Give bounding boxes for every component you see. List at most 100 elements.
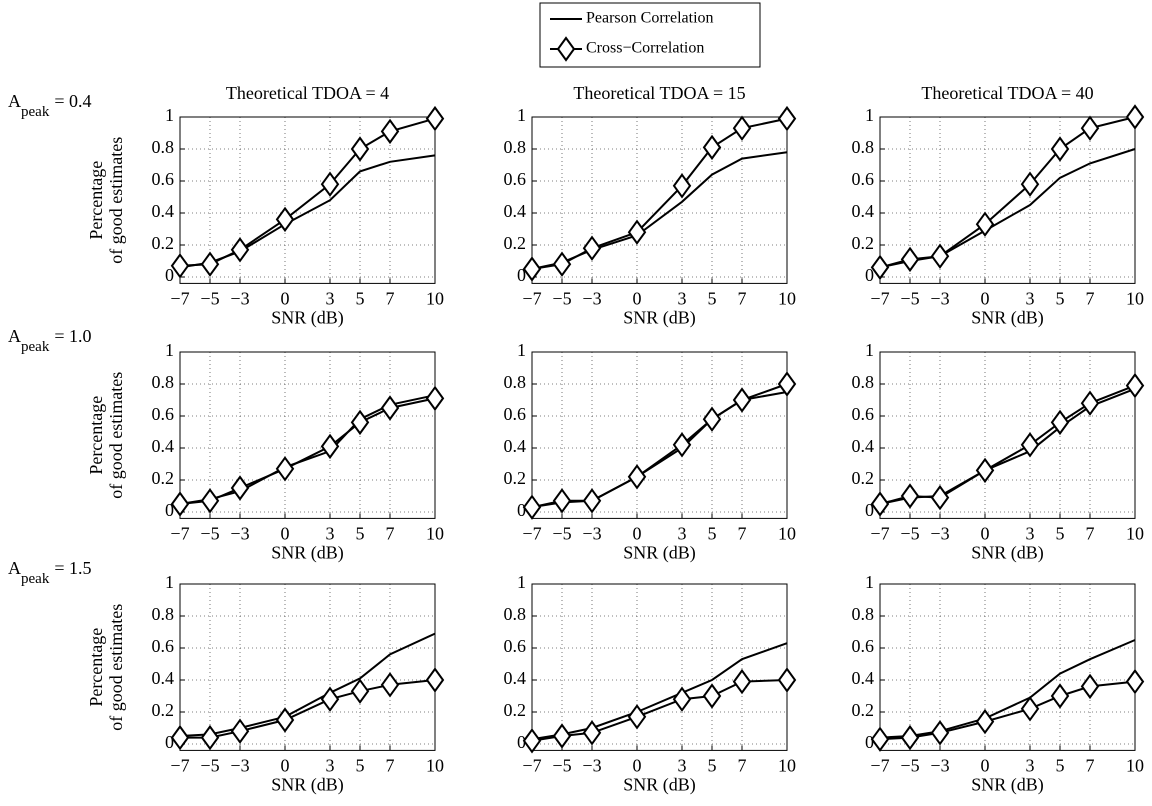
- x-tick-label: −7: [870, 756, 889, 776]
- x-tick-label: 10: [778, 756, 796, 776]
- diamond-marker: [732, 387, 752, 413]
- y-tick-label: 0.8: [504, 604, 527, 624]
- x-tick-label: −3: [230, 289, 249, 309]
- x-tick-label: 5: [708, 756, 717, 776]
- x-tick-label: −5: [552, 756, 571, 776]
- y-tick-label: 0.2: [504, 233, 527, 253]
- diamond-marker: [380, 672, 400, 698]
- y-tick-label: 1: [865, 340, 874, 360]
- diamond-marker: [275, 206, 295, 233]
- legend-marker: [556, 36, 576, 62]
- x-tick-label: 5: [356, 756, 365, 776]
- y-tick-label: 0.8: [152, 372, 175, 392]
- y-tick-label: 0.4: [152, 436, 175, 456]
- x-tick-label: −5: [200, 756, 219, 776]
- y-tick-label: 0.6: [152, 636, 175, 656]
- y-tick-label: 0.6: [852, 169, 875, 189]
- diamond-marker: [425, 667, 445, 693]
- x-tick-label: 0: [633, 289, 642, 309]
- y-tick-label: 0.4: [504, 436, 527, 456]
- diamond-marker: [777, 371, 797, 397]
- x-tick-label: 7: [738, 289, 747, 309]
- diamond-marker: [522, 494, 542, 520]
- diamond-marker: [582, 488, 602, 514]
- plot-frame: [179, 351, 436, 519]
- x-tick-label: 3: [1026, 756, 1035, 776]
- subplot: −7 −5 −3 0 3 5 7 10 0 0.2 0.4 0.6 0.8 1 SNR (dB) Percen…: [8, 326, 445, 564]
- diamond-marker: [1050, 409, 1070, 436]
- diamond-marker: [230, 718, 250, 744]
- legend-label: Cross−Correlation: [586, 40, 704, 57]
- series-line: [179, 397, 436, 505]
- x-tick-label: −7: [522, 756, 541, 776]
- subplot-title: Theoretical TDOA = 40: [921, 83, 1093, 103]
- y-tick-label: 0.4: [504, 201, 527, 221]
- x-tick-label: 7: [1086, 756, 1095, 776]
- plot-frame: [531, 116, 788, 284]
- y-tick-label: 0.4: [852, 436, 875, 456]
- diamond-marker: [1050, 683, 1070, 709]
- x-tick-label: −5: [552, 524, 571, 544]
- legend-label: Pearson Correlation: [586, 10, 714, 27]
- y-tick-label: 0.4: [152, 201, 175, 221]
- y-tick-label: 0: [517, 732, 526, 752]
- diamond-marker: [275, 707, 295, 733]
- x-axis-label: SNR (dB): [623, 308, 696, 329]
- subplot: −7 −5 −3 0 3 5 7 10 0 0.2 0.4 0.6 0.8 1 Theoretical TD…: [8, 83, 445, 329]
- series-line: [879, 680, 1136, 741]
- y-tick-label: 1: [165, 340, 174, 360]
- x-tick-label: 3: [326, 289, 335, 309]
- diamond-marker: [380, 395, 400, 421]
- x-tick-label: 0: [981, 524, 990, 544]
- x-tick-label: −3: [582, 289, 601, 309]
- y-tick-label: 0.8: [852, 137, 875, 157]
- diamond-marker: [170, 253, 190, 279]
- diamond-marker: [900, 724, 920, 751]
- series-line: [531, 117, 788, 270]
- x-axis-label: SNR (dB): [971, 775, 1044, 796]
- y-tick-label: 0: [517, 265, 526, 285]
- y-tick-label: 1: [517, 340, 526, 360]
- x-tick-label: −5: [200, 289, 219, 309]
- diamond-marker: [732, 668, 752, 695]
- x-tick-label: −7: [170, 756, 189, 776]
- diamond-marker: [320, 171, 340, 197]
- diamond-marker: [1125, 104, 1145, 130]
- legend-box: [539, 2, 761, 68]
- diamond-marker: [975, 211, 995, 237]
- diamond-marker: [1020, 171, 1040, 197]
- series-line: [179, 394, 436, 505]
- plot-frame: [531, 351, 788, 519]
- diamond-marker: [200, 251, 220, 277]
- x-tick-label: 7: [738, 524, 747, 544]
- diamond-marker: [350, 136, 370, 162]
- x-axis-label: SNR (dB): [971, 308, 1044, 329]
- x-tick-label: −3: [230, 756, 249, 776]
- diamond-marker: [1080, 673, 1100, 700]
- diamond-marker: [582, 720, 602, 746]
- y-tick-label: 0.8: [504, 137, 527, 157]
- x-axis-label: SNR (dB): [623, 543, 696, 564]
- x-tick-label: 0: [281, 289, 290, 309]
- row-label-sub: peak: [21, 339, 50, 355]
- diamond-marker: [1080, 390, 1100, 416]
- series-line: [179, 117, 436, 267]
- y-tick-label: 0.2: [504, 700, 527, 720]
- x-tick-label: 5: [1056, 289, 1065, 309]
- legend: Pearson Correlation Cross−Correlation: [539, 2, 761, 68]
- x-axis-label: SNR (dB): [623, 775, 696, 796]
- x-tick-label: 7: [386, 524, 395, 544]
- x-tick-label: 0: [981, 756, 990, 776]
- x-axis-label: SNR (dB): [271, 308, 344, 329]
- x-tick-label: 0: [981, 289, 990, 309]
- series-line: [531, 642, 788, 741]
- diamond-marker: [170, 491, 190, 517]
- x-tick-label: 3: [678, 289, 687, 309]
- y-tick-label: 0.4: [152, 668, 175, 688]
- x-tick-label: 3: [326, 524, 335, 544]
- y-tick-label: 0.4: [852, 668, 875, 688]
- subplot: −7 −5 −3 0 3 5 7 10 0 0.2 0.4 0.6 0.8 1 SNR (dB) Percen…: [8, 558, 445, 796]
- x-tick-label: 5: [1056, 756, 1065, 776]
- x-tick-label: 10: [778, 524, 796, 544]
